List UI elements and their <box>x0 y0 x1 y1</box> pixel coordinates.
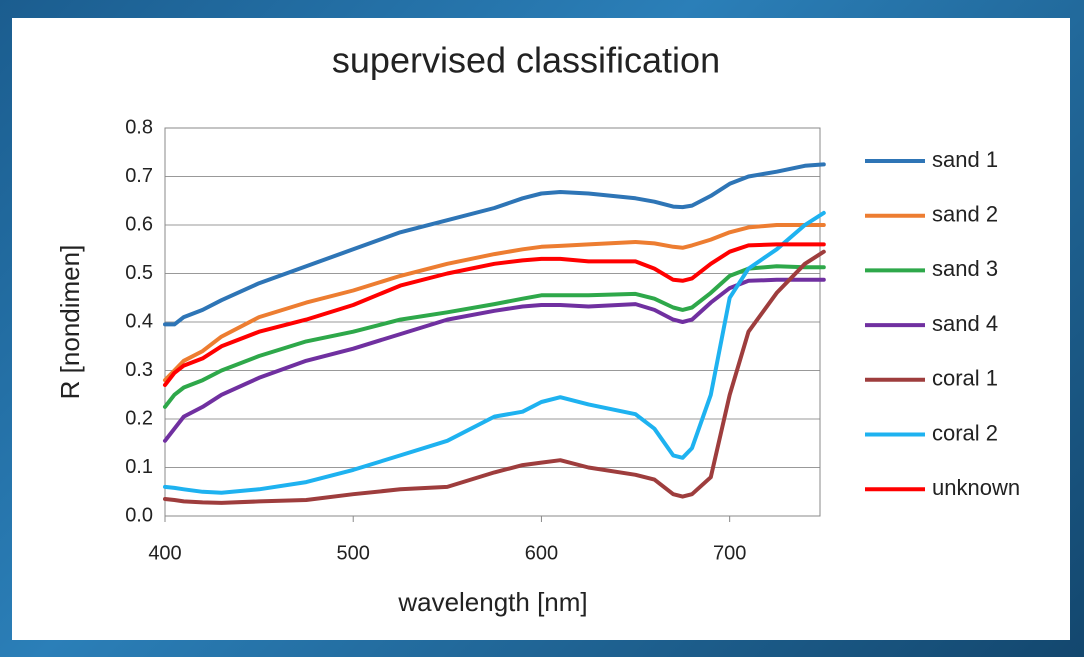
legend-label: unknown <box>932 475 1020 500</box>
x-tick-label: 600 <box>525 542 558 564</box>
slide-panel <box>12 18 1070 640</box>
legend-label: sand 2 <box>932 202 998 227</box>
series-line <box>163 162 826 327</box>
y-tick-label: 0.0 <box>125 504 153 526</box>
series-line <box>163 249 826 505</box>
legend-label: sand 1 <box>932 147 998 172</box>
y-tick-label: 0.1 <box>125 456 153 478</box>
y-tick-label: 0.2 <box>125 407 153 429</box>
y-axis-label: R [nondimen] <box>55 245 85 400</box>
series-line <box>163 242 826 387</box>
legend-label: coral 2 <box>932 420 998 445</box>
legend-label: coral 1 <box>932 366 998 391</box>
y-tick-label: 0.7 <box>125 165 153 187</box>
legend-label: sand 3 <box>932 256 998 281</box>
x-tick-label: 500 <box>337 542 370 564</box>
y-tick-label: 0.3 <box>125 359 153 381</box>
y-tick-label: 0.6 <box>125 213 153 235</box>
series-line <box>163 264 826 409</box>
x-tick-label: 700 <box>713 542 746 564</box>
series-line <box>163 223 826 383</box>
x-tick-label: 400 <box>148 542 181 564</box>
legend-label: sand 4 <box>932 311 998 336</box>
y-tick-label: 0.4 <box>125 310 153 332</box>
chart-title: supervised classification <box>332 40 720 81</box>
y-tick-label: 0.5 <box>125 262 153 284</box>
y-tick-label: 0.8 <box>125 116 153 138</box>
series-line <box>163 210 826 495</box>
series-line <box>163 277 826 443</box>
plot-border <box>164 127 821 517</box>
x-axis-label: wavelength [nm] <box>397 587 587 617</box>
